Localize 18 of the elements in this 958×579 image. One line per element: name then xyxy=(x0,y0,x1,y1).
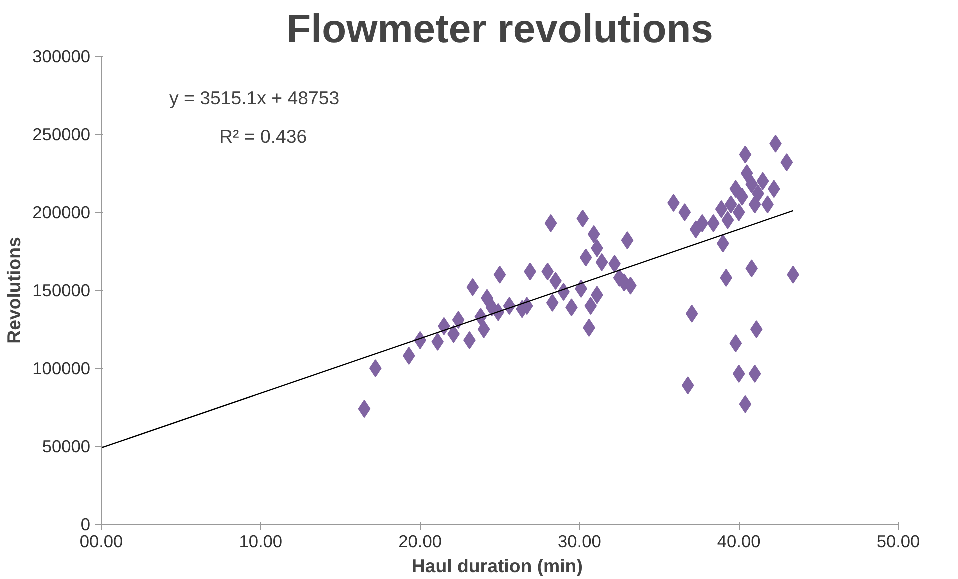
y-tick-label: 100000 xyxy=(32,358,91,378)
y-tick-label: 150000 xyxy=(32,280,91,300)
x-tick-label: 40.00 xyxy=(717,532,761,552)
chart-title: Flowmeter revolutions xyxy=(286,8,714,52)
y-tick-label: 0 xyxy=(80,514,91,534)
y-tick-label: 300000 xyxy=(32,46,91,66)
annotation: y = 3515.1x + 48753 xyxy=(170,88,340,108)
y-axis-title: Revolutions xyxy=(4,237,25,344)
x-tick-label: 50.00 xyxy=(876,532,920,552)
annotation: R² = 0.436 xyxy=(220,126,308,147)
x-tick-label: 20.00 xyxy=(398,532,442,552)
y-tick-label: 250000 xyxy=(32,124,91,144)
y-tick-label: 200000 xyxy=(32,202,91,222)
x-tick-label: 00.00 xyxy=(80,532,124,552)
x-tick-label: 10.00 xyxy=(239,532,283,552)
x-tick-label: 30.00 xyxy=(558,532,602,552)
x-axis-title: Haul duration (min) xyxy=(412,556,583,576)
y-tick-label: 50000 xyxy=(42,436,90,456)
